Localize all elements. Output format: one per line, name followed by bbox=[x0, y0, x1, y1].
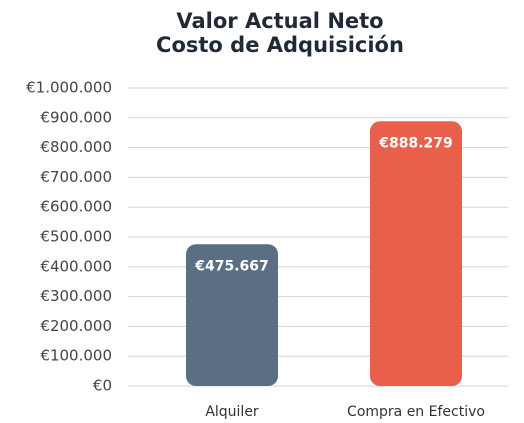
y-tick-label: €200.000 bbox=[40, 317, 112, 335]
y-tick-label: €400.000 bbox=[40, 257, 112, 275]
y-tick-label: €500.000 bbox=[40, 228, 112, 246]
chart-title: Costo de Adquisición bbox=[156, 33, 404, 57]
y-tick-label: €700.000 bbox=[40, 168, 112, 186]
bar bbox=[370, 121, 462, 387]
y-tick-label: €0 bbox=[93, 377, 112, 395]
y-tick-label: €300.000 bbox=[40, 287, 112, 305]
y-tick-label: €800.000 bbox=[40, 138, 112, 156]
bar bbox=[186, 244, 278, 386]
y-tick-label: €600.000 bbox=[40, 198, 112, 216]
chart-title: Valor Actual Neto bbox=[176, 9, 383, 33]
value-label: €475.667 bbox=[194, 258, 269, 274]
x-tick-label: Compra en Efectivo bbox=[347, 404, 485, 420]
value-label: €888.279 bbox=[378, 135, 453, 151]
y-tick-label: €100.000 bbox=[40, 347, 112, 365]
y-tick-label: €1.000.000 bbox=[26, 79, 112, 97]
y-tick-label: €900.000 bbox=[40, 108, 112, 126]
x-tick-label: Alquiler bbox=[205, 404, 259, 420]
